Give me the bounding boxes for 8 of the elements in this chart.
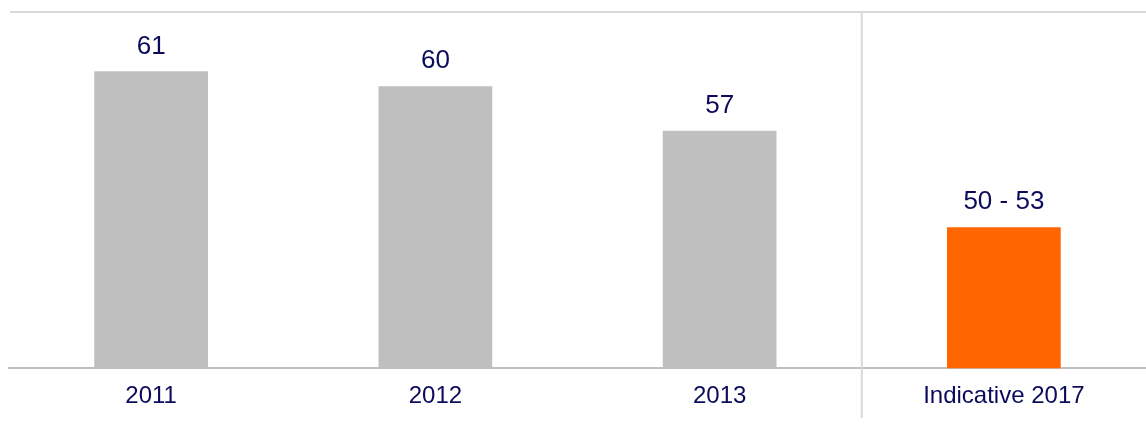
x-tick-label: 2013 [692, 381, 747, 409]
data-label: 50 - 53 [963, 185, 1045, 216]
data-label: 61 [136, 29, 166, 60]
x-tick-label: Indicative 2017 [923, 381, 1085, 409]
data-label: 57 [705, 88, 735, 119]
x-tick-label: 2011 [125, 381, 177, 409]
data-label: 60 [420, 44, 450, 75]
x-tick-label: 2012 [408, 381, 463, 409]
